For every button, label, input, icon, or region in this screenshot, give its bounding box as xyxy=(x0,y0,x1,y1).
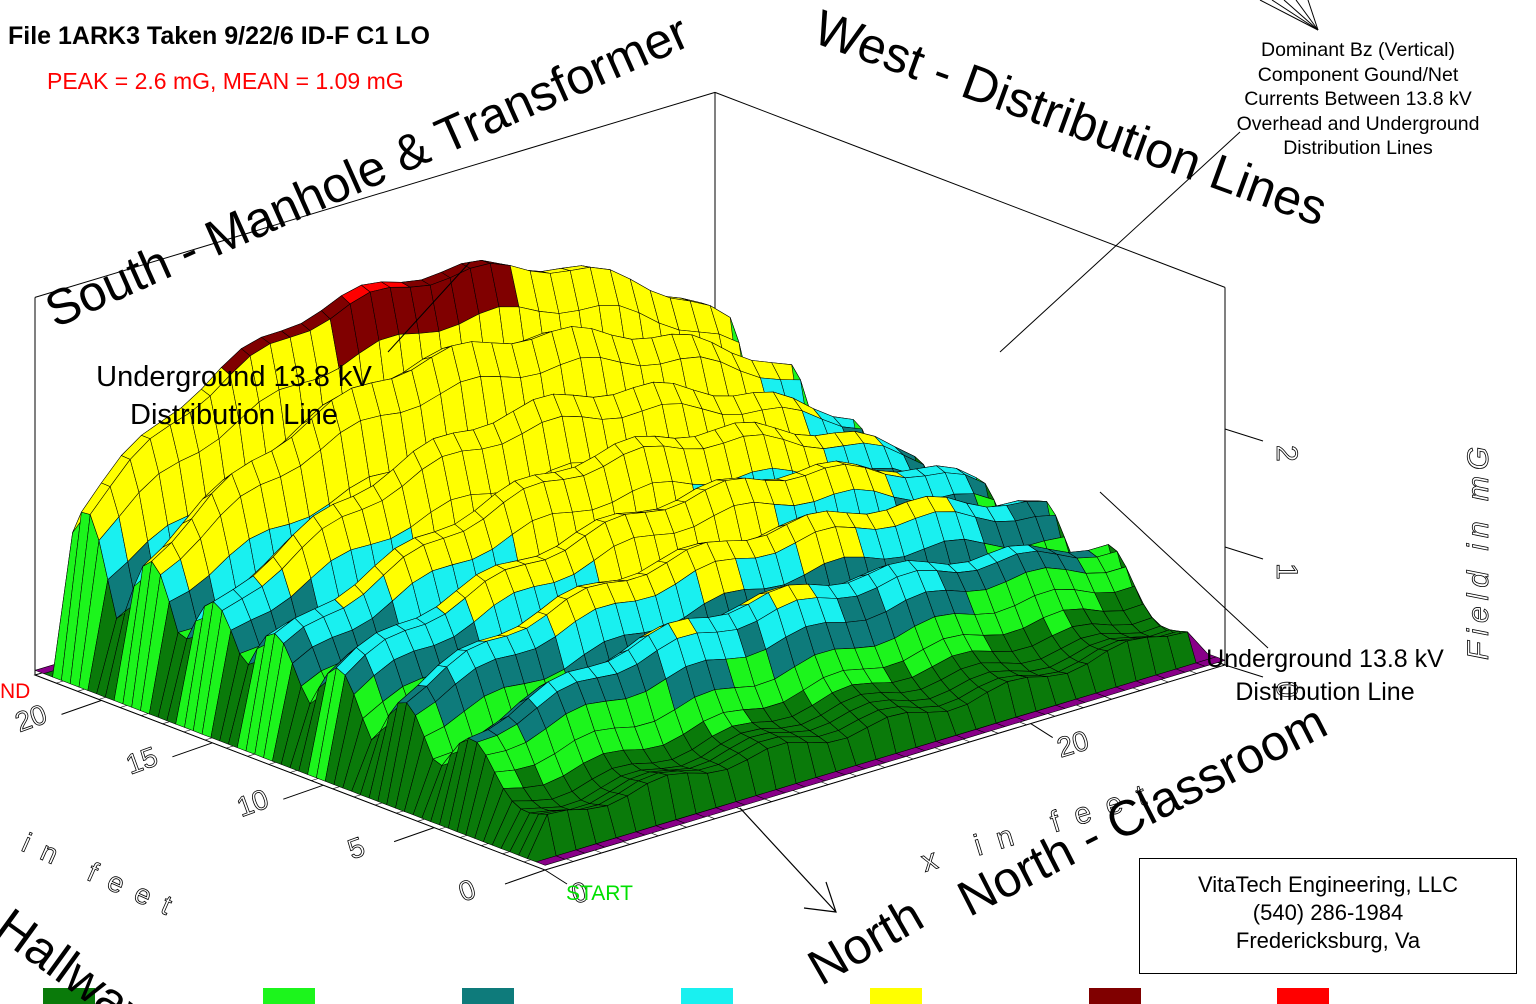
note-line: Distribution Lines xyxy=(1283,137,1433,159)
z-tick xyxy=(1224,664,1264,678)
y-tick-label: 0 xyxy=(454,873,479,907)
company-line: Fredericksburg, Va xyxy=(1235,928,1421,953)
company-line: (540) 286-1984 xyxy=(1252,900,1404,925)
surface-cell xyxy=(1195,656,1226,667)
note-line: Dominant Bz (Vertical) xyxy=(1261,39,1455,61)
chart-title: File 1ARK3 Taken 9/22/6 ID-F C1 LO xyxy=(8,22,430,50)
fan-line xyxy=(1295,0,1319,31)
annotation-line: Distribution Line xyxy=(130,399,338,431)
callout-line xyxy=(1099,491,1269,649)
y-tick xyxy=(61,699,102,715)
y-tick-label: 10 xyxy=(233,783,273,823)
x-tick-label: 20 xyxy=(1053,725,1092,764)
source-note: Dominant Bz (Vertical) Component Gound/N… xyxy=(1178,38,1536,161)
z-tick-label: 1 xyxy=(1270,563,1303,580)
legend-swatch xyxy=(1089,988,1141,1004)
fan-line xyxy=(1259,0,1319,31)
y-tick-label: 5 xyxy=(344,831,369,865)
legend-swatch xyxy=(263,988,315,1004)
legend-swatch xyxy=(43,988,95,1004)
fan-line xyxy=(1307,0,1319,31)
legend-swatch xyxy=(681,988,733,1004)
z-tick-label: 0 xyxy=(1270,681,1303,698)
y-tick xyxy=(504,869,546,885)
y-tick-label: 20 xyxy=(11,698,51,738)
end-marker: ND xyxy=(0,680,31,703)
z-tick xyxy=(1224,546,1264,560)
legend xyxy=(43,988,1329,1004)
note-line: Component Gound/Net xyxy=(1257,63,1459,86)
peak-mean-stats: PEAK = 2.6 mG, MEAN = 1.09 mG xyxy=(47,68,404,94)
north-arrow-shaft xyxy=(739,807,837,913)
legend-swatch xyxy=(870,988,922,1004)
annotation-line: Underground 13.8 kV xyxy=(1206,645,1444,673)
y-axis-label: in feet xyxy=(18,827,190,926)
box-edge xyxy=(714,91,1226,288)
start-marker: START xyxy=(566,882,633,905)
y-tick xyxy=(283,784,324,800)
company-line: VitaTech Engineering, LLC xyxy=(1197,872,1459,897)
x-tick xyxy=(1030,723,1053,739)
company-info: VitaTech Engineering, LLC (540) 286-1984… xyxy=(1139,858,1517,974)
annotation-underground-left: Underground 13.8 kV Distribution Line xyxy=(44,358,424,434)
legend-swatch xyxy=(462,988,514,1004)
callout-line xyxy=(387,261,471,353)
x-tick xyxy=(544,869,568,885)
box-edge xyxy=(34,91,716,298)
z-axis-label: Field in mG xyxy=(1462,441,1495,660)
bounding-box xyxy=(34,91,1226,675)
y-tick xyxy=(393,827,435,843)
annotation-underground-right: Underground 13.8 kV Distribution Line xyxy=(1165,643,1485,709)
annotation-line: Distribution Line xyxy=(1235,678,1415,706)
note-line: Overhead and Underground xyxy=(1236,112,1480,135)
north-arrow-head xyxy=(803,881,837,913)
legend-swatch xyxy=(1277,988,1329,1004)
y-tick xyxy=(172,742,213,758)
z-tick xyxy=(1224,428,1264,442)
z-tick-label: 2 xyxy=(1270,445,1303,462)
note-line: Currents Between 13.8 kV xyxy=(1244,88,1472,110)
callout-line xyxy=(999,131,1241,353)
annotation-line: Underground 13.8 kV xyxy=(96,361,372,393)
fan-line xyxy=(1271,0,1319,31)
fan-line xyxy=(1283,0,1319,31)
surface xyxy=(34,260,1226,866)
y-tick-label: 15 xyxy=(122,741,162,781)
